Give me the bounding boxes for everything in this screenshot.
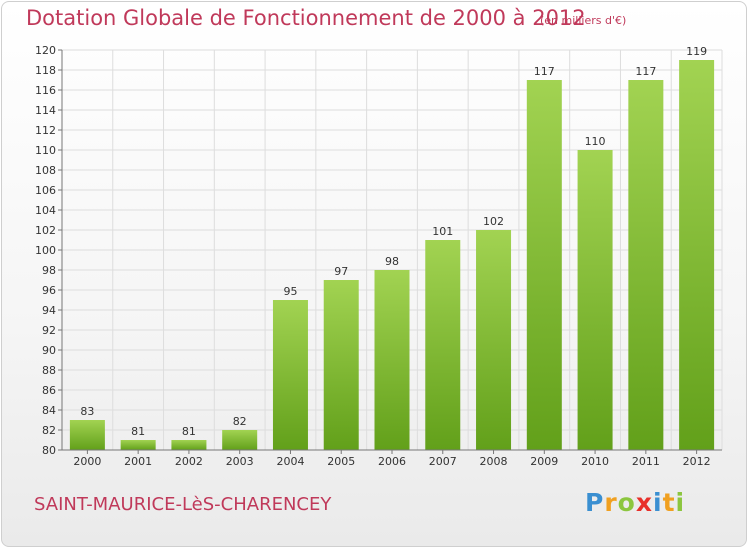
- bar: [577, 150, 613, 450]
- x-tick-label: 2003: [226, 455, 254, 468]
- value-label: 117: [635, 65, 656, 78]
- y-tick-label: 82: [42, 424, 56, 437]
- y-tick-label: 118: [35, 64, 56, 77]
- y-tick-label: 94: [42, 304, 56, 317]
- value-label: 83: [80, 405, 94, 418]
- x-tick-label: 2001: [124, 455, 152, 468]
- x-tick-label: 2010: [581, 455, 609, 468]
- value-label: 95: [283, 285, 297, 298]
- logo-letter: r: [604, 488, 618, 517]
- y-tick-label: 84: [42, 404, 56, 417]
- logo-letter: i: [653, 488, 663, 517]
- bar: [374, 270, 410, 450]
- bar: [323, 280, 359, 450]
- value-label: 117: [534, 65, 555, 78]
- y-tick-label: 96: [42, 284, 56, 297]
- x-tick-label: 2002: [175, 455, 203, 468]
- y-tick-label: 100: [35, 244, 56, 257]
- bar: [120, 440, 156, 450]
- x-tick-label: 2008: [480, 455, 508, 468]
- logo-letter: x: [635, 488, 653, 517]
- logo-letter: t: [662, 488, 676, 517]
- x-tick-label: 2006: [378, 455, 406, 468]
- value-label: 81: [182, 425, 196, 438]
- labels: 83 81 81 82 95 97 98 101 102 117 110 117 119: [80, 45, 707, 438]
- y-tick-label: 92: [42, 324, 56, 337]
- bars: [69, 60, 715, 450]
- value-label: 102: [483, 215, 504, 228]
- value-label: 82: [233, 415, 247, 428]
- axes: 80 82 84 86 88 90 92 94 96 98 100 102 104 106 108 110 11…: [35, 44, 722, 468]
- x-tick-label: 2007: [429, 455, 457, 468]
- x-tick-label: 2012: [683, 455, 711, 468]
- y-tick-label: 120: [35, 44, 56, 57]
- y-tick-label: 110: [35, 144, 56, 157]
- logo-letter: o: [617, 488, 636, 517]
- x-tick-label: 2000: [73, 455, 101, 468]
- x-tick-label: 2009: [530, 455, 558, 468]
- x-tick-label: 2005: [327, 455, 355, 468]
- y-tick-label: 90: [42, 344, 56, 357]
- bar: [628, 80, 664, 450]
- logo-letter: P: [585, 488, 605, 517]
- value-label: 81: [131, 425, 145, 438]
- logo-letter: i: [675, 488, 686, 517]
- y-tick-label: 108: [35, 164, 56, 177]
- y-tick-label: 102: [35, 224, 56, 237]
- y-tick-label: 112: [35, 124, 56, 137]
- y-tick-label: 106: [35, 184, 56, 197]
- y-tick-label: 114: [35, 104, 56, 117]
- x-tick-label: 2004: [276, 455, 304, 468]
- y-tick-label: 116: [35, 84, 56, 97]
- y-tick-label: 104: [35, 204, 56, 217]
- bar: [222, 430, 258, 450]
- bar: [679, 60, 715, 450]
- bar: [171, 440, 207, 450]
- value-label: 97: [334, 265, 348, 278]
- chart-title: Dotation Globale de Fonctionnement de 20…: [26, 6, 586, 30]
- y-tick-label: 80: [42, 444, 56, 457]
- proxiti-logo: Proxiti: [585, 488, 685, 517]
- bar: [69, 420, 105, 450]
- bar: [476, 230, 512, 450]
- chart-subtitle: (en milliers d'€): [540, 14, 627, 27]
- value-label: 101: [432, 225, 453, 238]
- bar: [425, 240, 461, 450]
- y-tick-label: 88: [42, 364, 56, 377]
- bar: [272, 300, 308, 450]
- value-label: 119: [686, 45, 707, 58]
- x-tick-label: 2011: [632, 455, 660, 468]
- commune-name: SAINT-MAURICE-LèS-CHARENCEY: [34, 494, 332, 515]
- y-tick-label: 86: [42, 384, 56, 397]
- bar: [526, 80, 562, 450]
- y-tick-label: 98: [42, 264, 56, 277]
- value-label: 110: [585, 135, 606, 148]
- value-label: 98: [385, 255, 399, 268]
